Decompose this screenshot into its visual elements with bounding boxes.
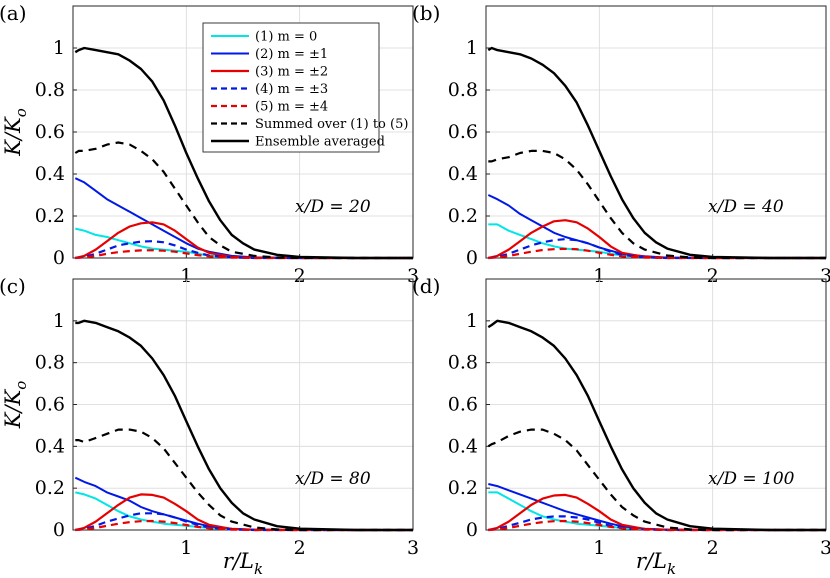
y-tick-label: 1 xyxy=(53,37,65,59)
legend-entry: (2) m = ±1 xyxy=(255,47,328,62)
legend-entry: (1) m = 0 xyxy=(255,30,317,45)
legend-entry: (4) m = ±3 xyxy=(255,82,328,97)
y-tick-label: 0.4 xyxy=(35,435,65,457)
y-tick-label: 1 xyxy=(53,310,65,332)
series-line xyxy=(74,46,413,260)
panel-letter: (d) xyxy=(412,274,440,298)
x-tick-label: 2 xyxy=(294,265,306,287)
panel-letter: (a) xyxy=(0,1,27,25)
series-line xyxy=(74,141,413,260)
y-tick-label: 0.8 xyxy=(35,79,65,101)
series-line xyxy=(487,428,826,532)
panel-3: 0 0.2 0.4 0.6 0.8 1 1 2 3 (d) x/D = 100 r/Lk xyxy=(412,274,830,578)
legend-entry: Ensemble averaged xyxy=(255,135,385,150)
x-tick-label: 3 xyxy=(820,537,830,559)
panel-0: 0 0.2 0.4 0.6 0.8 1 1 2 3 (a) x/D = 20 K/Ko (1) m = … xyxy=(0,1,419,287)
y-tick-label: 0.8 xyxy=(35,352,65,374)
series-line xyxy=(487,46,826,260)
y-tick-label: 0.8 xyxy=(448,79,478,101)
x-tick-label: 2 xyxy=(707,265,719,287)
y-axis-title: K/Ko xyxy=(1,381,30,429)
panel-letter: (b) xyxy=(412,1,440,25)
y-tick-label: 0.6 xyxy=(35,394,65,416)
x-axis-title: r/Lk xyxy=(636,549,676,578)
panel-annotation: x/D = 20 xyxy=(295,197,371,217)
y-tick-label: 0.4 xyxy=(35,163,65,185)
y-tick-label: 0 xyxy=(53,247,65,269)
series-line xyxy=(488,493,826,532)
panel-annotation: x/D = 80 xyxy=(295,469,371,489)
y-tick-label: 0 xyxy=(53,519,65,541)
series-line xyxy=(74,177,413,259)
x-tick-label: 2 xyxy=(294,537,306,559)
y-tick-label: 0 xyxy=(466,247,478,269)
x-tick-label: 3 xyxy=(407,537,419,559)
x-tick-label: 1 xyxy=(593,265,605,287)
series-line xyxy=(487,319,826,532)
y-tick-label: 0.6 xyxy=(448,121,478,143)
legend-entry: Summed over (1) to (5) xyxy=(255,117,408,132)
y-tick-label: 1 xyxy=(466,310,478,332)
y-tick-label: 0.8 xyxy=(448,352,478,374)
series-line xyxy=(75,512,413,532)
x-tick-label: 1 xyxy=(593,537,605,559)
y-tick-label: 0 xyxy=(466,519,478,541)
series-line xyxy=(75,240,413,260)
panel-annotation: x/D = 100 xyxy=(708,469,795,489)
series-line xyxy=(488,238,826,260)
series-line xyxy=(488,149,826,260)
series-line xyxy=(75,319,413,532)
series-line xyxy=(75,221,413,260)
series-line xyxy=(488,519,826,532)
y-tick-label: 0.6 xyxy=(448,394,478,416)
y-tick-label: 0.4 xyxy=(448,163,478,185)
legend-entry: (3) m = ±2 xyxy=(255,65,328,80)
y-tick-label: 1 xyxy=(466,37,478,59)
x-tick-label: 1 xyxy=(180,537,192,559)
series-line xyxy=(488,247,826,260)
panel-annotation: x/D = 40 xyxy=(708,197,784,217)
series-line xyxy=(488,515,826,532)
y-tick-label: 0.2 xyxy=(35,205,65,227)
x-tick-label: 3 xyxy=(407,265,419,287)
y-tick-label: 0.2 xyxy=(448,477,478,499)
y-tick-label: 0.4 xyxy=(448,435,478,457)
series-line xyxy=(75,519,413,532)
panel-1: 0 0.2 0.4 0.6 0.8 1 1 2 3 (b) x/D = 40 xyxy=(412,1,830,287)
legend-entry: (5) m = ±4 xyxy=(255,100,328,115)
panel-letter: (c) xyxy=(0,274,26,298)
x-tick-label: 3 xyxy=(820,265,830,287)
series-line xyxy=(75,249,413,260)
y-axis-title: K/Ko xyxy=(1,108,30,156)
panel-2: 0 0.2 0.4 0.6 0.8 1 1 2 3 (c) x/D = 80 K/Ko r/Lk xyxy=(0,274,419,578)
y-tick-label: 0.2 xyxy=(35,477,65,499)
x-tick-label: 2 xyxy=(707,537,719,559)
legend-box xyxy=(202,22,380,153)
series-line xyxy=(75,428,413,532)
legend: (1) m = 0 (2) m = ±1 (3) m = ±2 (4) m = ±3 (… xyxy=(202,22,408,153)
y-tick-label: 0.6 xyxy=(35,121,65,143)
x-tick-label: 1 xyxy=(180,265,192,287)
x-axis-title: r/Lk xyxy=(223,549,263,578)
y-tick-label: 0.2 xyxy=(448,205,478,227)
